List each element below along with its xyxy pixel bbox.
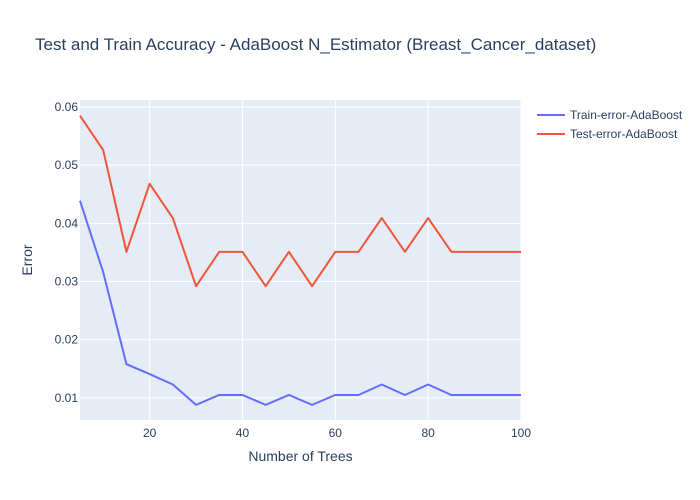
x-tick-label: 60 <box>329 426 343 440</box>
x-axis-title: Number of Trees <box>248 448 352 464</box>
legend: Train-error-AdaBoost Test-error-AdaBoost <box>537 108 683 141</box>
y-tick-label: 0.03 <box>55 275 79 289</box>
x-tick-label: 40 <box>236 426 250 440</box>
y-tick-label: 0.01 <box>55 391 79 405</box>
series-line-test <box>79 115 521 288</box>
grid-lines <box>80 100 522 420</box>
chart-title: Test and Train Accuracy - AdaBoost N_Est… <box>35 35 596 54</box>
y-tick-label: 0.05 <box>55 158 79 172</box>
x-tick-label: 100 <box>511 426 531 440</box>
y-axis-title: Error <box>19 244 35 275</box>
series-line-train <box>79 200 521 406</box>
legend-item-train[interactable]: Train-error-AdaBoost <box>537 108 683 122</box>
x-tick-label: 80 <box>421 426 435 440</box>
x-tick-label: 20 <box>143 426 157 440</box>
y-tick-label: 0.06 <box>55 100 79 114</box>
series-lines <box>79 115 521 406</box>
legend-item-test[interactable]: Test-error-AdaBoost <box>537 127 678 141</box>
tick-labels: 20 40 60 80 100 0.01 0.02 0.03 0.04 0.05 0.06 <box>55 100 532 440</box>
y-tick-label: 0.04 <box>55 216 79 230</box>
legend-label-train: Train-error-AdaBoost <box>570 108 683 122</box>
plot-area <box>80 100 521 420</box>
legend-label-test: Test-error-AdaBoost <box>570 127 678 141</box>
y-tick-label: 0.02 <box>55 333 79 347</box>
